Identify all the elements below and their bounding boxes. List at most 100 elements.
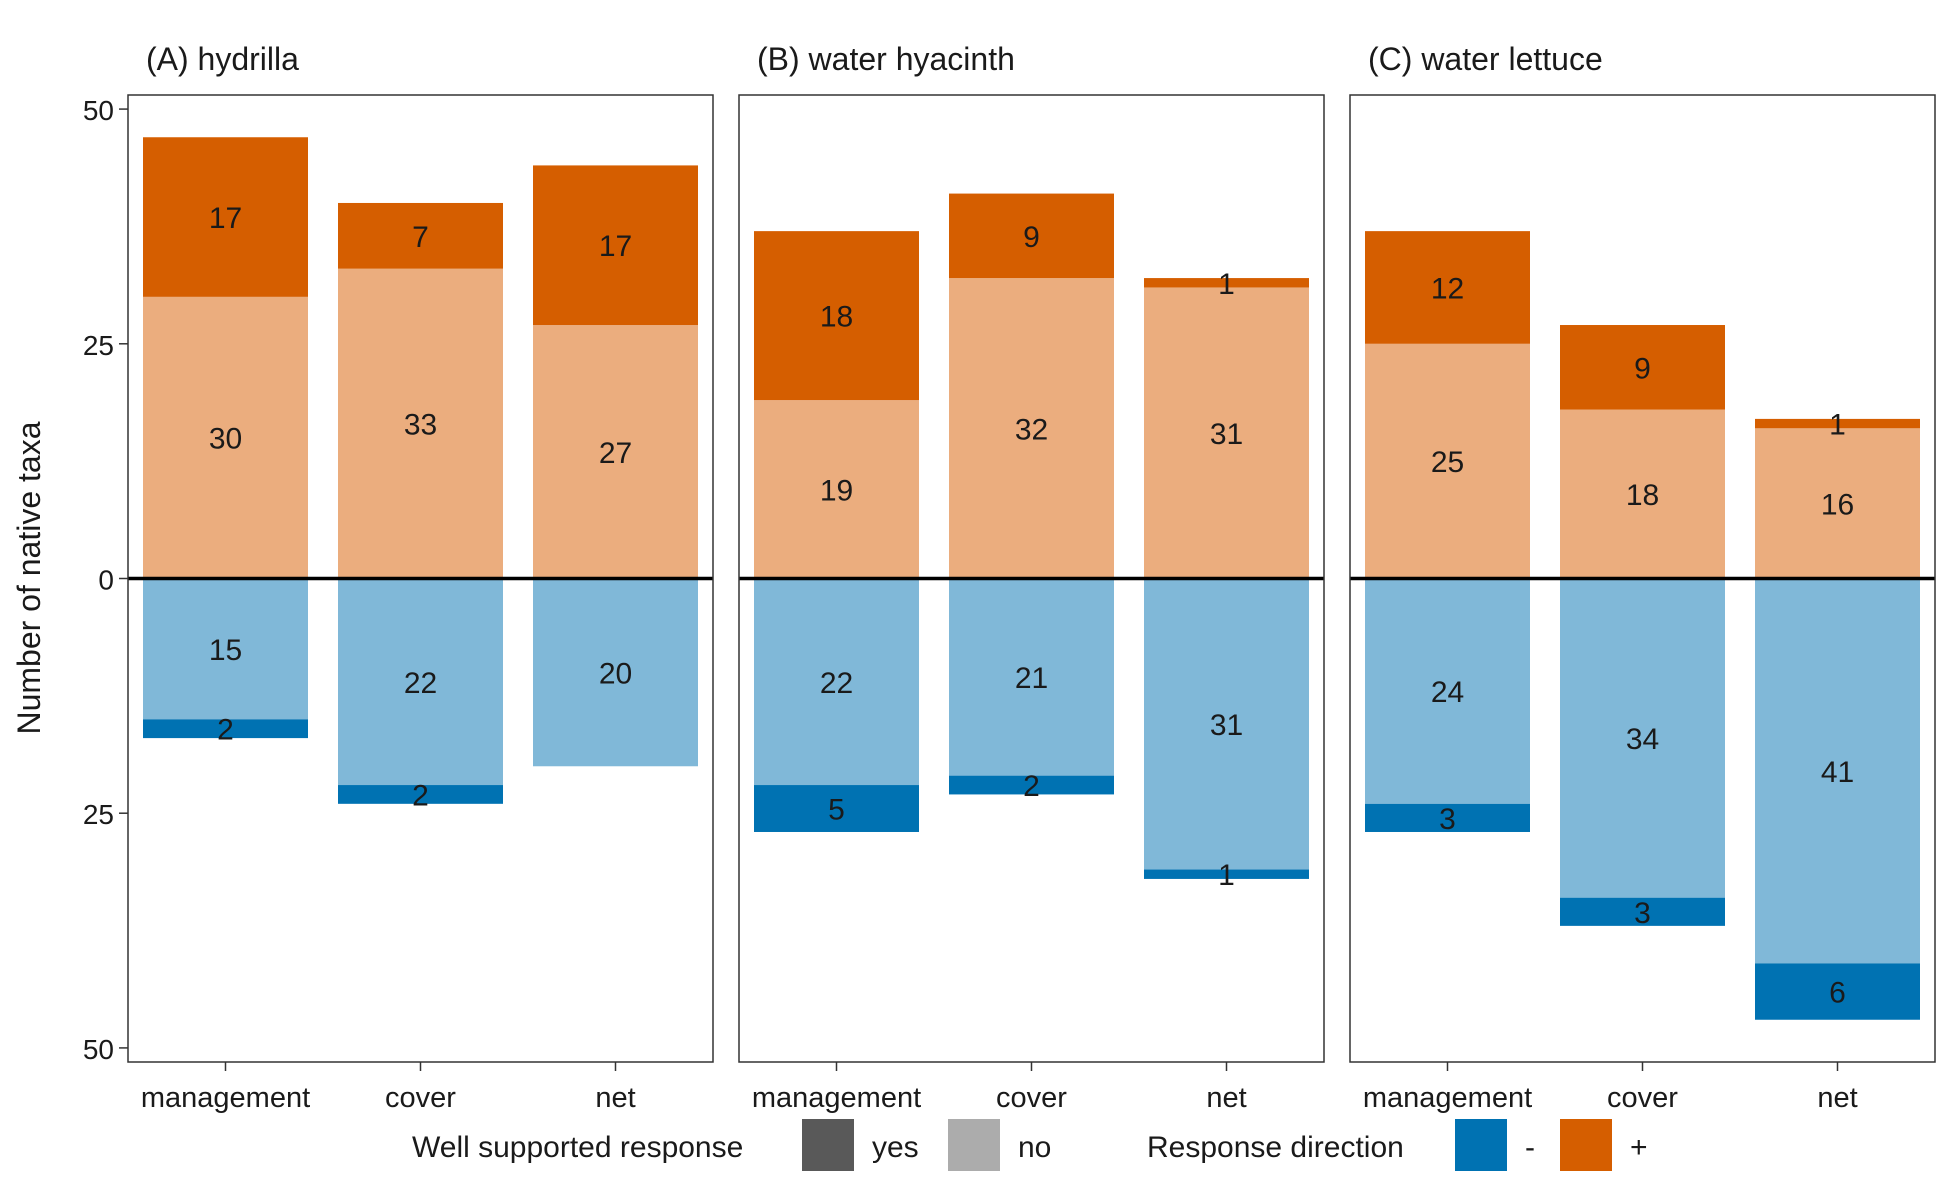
panel-border [1349,94,1936,1063]
data-label: 22 [820,667,853,700]
data-label: 34 [1626,723,1659,756]
bar-positive-yes [533,165,698,326]
bar-negative-yes [949,775,1114,795]
data-label: 12 [1431,272,1464,305]
data-label: 25 [1431,446,1464,479]
bar-negative-no [533,578,698,767]
panel-3: (C) water lettuce 25 12 24 3 management 18 9 34 3… [1349,41,1936,1114]
bar-positive-no [949,278,1114,579]
data-label: 2 [1023,770,1040,803]
data-label: 2 [217,714,234,747]
data-label: 1 [1218,268,1235,301]
bar-negative-no [1755,578,1920,964]
data-label: 18 [1626,479,1659,512]
x-tick-label: net [1206,1082,1246,1114]
data-label: 7 [412,221,429,254]
y-tick-label: 25 [83,799,114,830]
bar-positive-no [1144,287,1309,579]
bar-positive-no [754,400,919,579]
bar-negative-no [754,578,919,786]
legend-label-yes: yes [872,1131,919,1164]
panel-2: (B) water hyacinth1918225management32921… [738,41,1325,1114]
data-label: 9 [1634,352,1651,385]
bar-negative-no [1144,578,1309,870]
panel-border [127,94,714,1063]
bar-positive-no [143,296,308,579]
data-label: 22 [404,667,437,700]
panel-title: (C) water lettuce [1368,41,1603,77]
data-label: 31 [1210,418,1243,451]
bar-negative-yes [1144,869,1309,879]
bar-positive-no [1755,428,1920,579]
y-tick-label: 25 [83,330,114,361]
data-label: 2 [412,779,429,812]
bar-negative-yes [754,785,919,832]
data-label: 19 [820,474,853,507]
bar-positive-yes [754,231,919,401]
legend: Well supported response yes no Response dir… [412,1119,1648,1171]
bar-positive-yes [1560,325,1725,410]
legend-key-yes [802,1119,854,1171]
bar-positive-yes [1144,278,1309,288]
data-label: 15 [209,634,242,667]
bar-positive-no [533,325,698,579]
bar-negative-yes [1560,897,1725,926]
bar-negative-no [338,578,503,786]
panel-1: (A) hydrilla3017152management337222cover… [127,41,714,1114]
data-label: 41 [1821,756,1854,789]
y-tick-label: 50 [83,1034,114,1065]
data-label: 21 [1015,662,1048,695]
x-tick-label: management [141,1082,310,1114]
data-label: 1 [1218,859,1235,892]
panel-title: (A) hydrilla [146,41,299,77]
x-tick-label: management [1363,1082,1532,1114]
x-tick-label: cover [1607,1082,1678,1114]
x-tick-label: management [752,1082,921,1114]
bar-positive-yes [1365,231,1530,344]
bar-negative-yes [338,785,503,804]
bar-positive-yes [1755,418,1920,429]
bar-positive-no [338,268,503,579]
y-tick-label: 0 [98,565,114,596]
legend-title-direction: Response direction [1147,1131,1404,1164]
data-label: 9 [1023,221,1040,254]
bar-negative-no [143,578,308,720]
y-tick-label: 50 [83,95,114,126]
data-label: 24 [1431,676,1464,709]
bar-negative-no [1365,578,1530,804]
legend-key-no [948,1119,1000,1171]
data-label: 1 [1829,409,1846,442]
data-label: 3 [1634,897,1651,930]
legend-label-negative: - [1525,1131,1535,1164]
bar-negative-yes [1755,963,1920,1020]
legend-key-positive [1560,1119,1612,1171]
data-label: 16 [1821,488,1854,521]
data-label: 20 [599,657,632,690]
panel-border [738,94,1325,1063]
bar-positive-yes [143,137,308,297]
bar-positive-yes [338,202,503,269]
legend-key-negative [1455,1119,1507,1171]
x-tick-label: net [595,1082,635,1114]
data-label: 17 [599,230,632,263]
data-label: 17 [209,202,242,235]
bar-negative-no [949,578,1114,776]
legend-label-no: no [1018,1131,1051,1164]
x-tick-label: net [1817,1082,1857,1114]
data-label: 32 [1015,413,1048,446]
data-label: 27 [599,437,632,470]
legend-label-positive: + [1630,1131,1648,1164]
y-axis: 50 25 0 25 50 [83,95,128,1065]
data-label: 5 [828,794,845,827]
data-label: 31 [1210,709,1243,742]
x-tick-label: cover [996,1082,1067,1114]
y-axis-label: Number of native taxa [11,421,47,734]
bar-positive-yes [949,193,1114,279]
panel-title: (B) water hyacinth [757,41,1015,77]
legend-title-support: Well supported response [412,1131,743,1164]
bar-positive-no [1560,409,1725,579]
bar-positive-no [1365,343,1530,579]
data-label: 33 [404,409,437,442]
data-label: 6 [1829,977,1846,1010]
